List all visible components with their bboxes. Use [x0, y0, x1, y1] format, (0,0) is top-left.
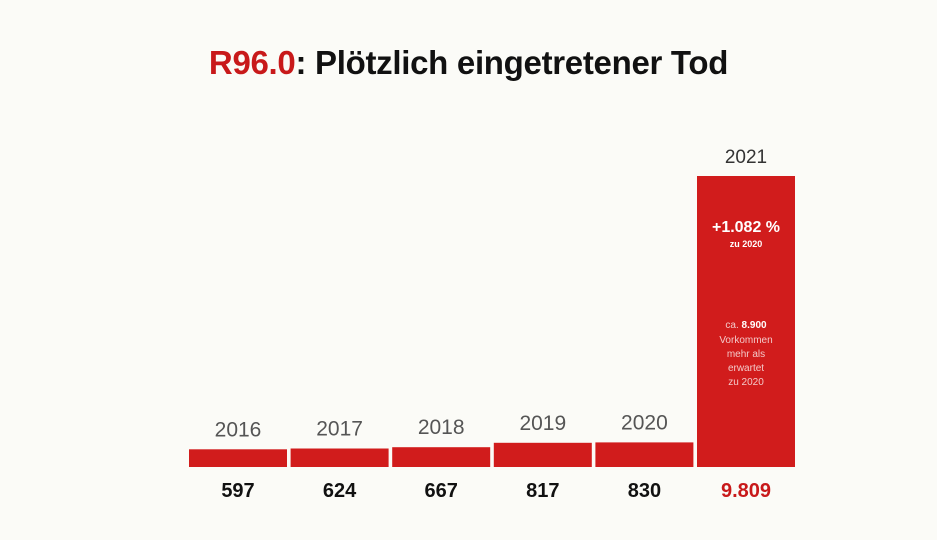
value-label-2020: 830: [628, 480, 661, 502]
value-labels-group: 597 624 667 817 830 9.809: [221, 480, 771, 502]
year-label-2020: 2020: [621, 411, 668, 434]
value-label-2017: 624: [323, 480, 357, 502]
annotation-change: +1.082 %: [712, 219, 780, 236]
year-labels-group: 2016 2017 2018 2019 2020 2021: [215, 147, 768, 441]
year-label-2016: 2016: [215, 418, 262, 441]
bar-2020: [595, 442, 694, 467]
bar-2017: [290, 448, 389, 467]
annotation-note-line: mehr als: [727, 349, 765, 360]
annotation-change-ref: zu 2020: [730, 239, 763, 249]
title-text: : Plötzlich eingetretener Tod: [295, 44, 729, 81]
annotation-note-value: 8.900: [742, 320, 767, 331]
bar-2021: [697, 176, 795, 467]
bar-2019: [493, 442, 592, 467]
value-label-2016: 597: [221, 480, 254, 502]
year-label-2018: 2018: [418, 416, 465, 439]
annotation-note-first: ca. 8.900: [725, 320, 767, 331]
value-label-2021: 9.809: [721, 480, 771, 502]
bar-2018: [392, 447, 491, 467]
annotation-note-line: Vorkommen: [719, 335, 772, 346]
year-label-2019: 2019: [519, 412, 566, 435]
year-label-2017: 2017: [316, 418, 363, 441]
title-code: R96.0: [208, 44, 296, 81]
bar-2016: [189, 449, 287, 467]
annotation-note-line: zu 2020: [728, 377, 764, 388]
bars-group: [189, 176, 795, 467]
annotation-note-prefix: ca.: [725, 320, 738, 331]
chart-title: R96.0: Plötzlich eingetretener Tod: [0, 44, 937, 82]
annotation-group: +1.082 % zu 2020 ca. 8.900 Vorkommen meh…: [712, 219, 780, 388]
annotation-note-line: erwartet: [728, 363, 764, 374]
year-label-2021: 2021: [725, 147, 767, 168]
value-label-2019: 817: [526, 480, 559, 502]
value-label-2018: 667: [425, 480, 458, 502]
